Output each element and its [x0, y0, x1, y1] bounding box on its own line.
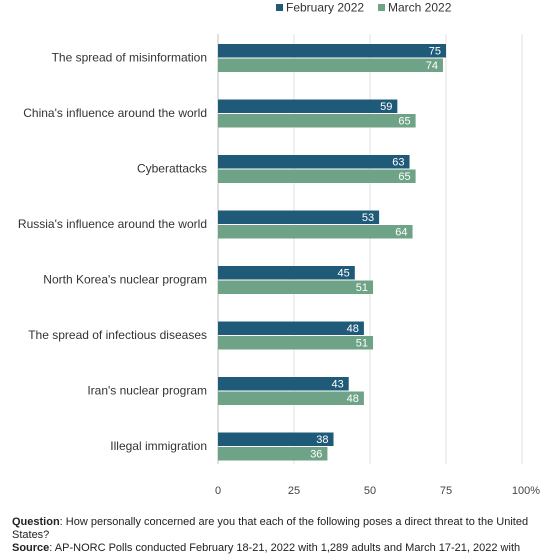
category-label: China's influence around the world [23, 106, 207, 120]
x-tick-label: 75 [440, 485, 452, 497]
bar-value-label: 43 [331, 379, 343, 391]
bar [218, 447, 328, 461]
bar [218, 377, 349, 391]
chart-bars: 75 74 59 65 63 65 53 64 45 51 48 51 43 48 38 36 [218, 44, 446, 461]
x-tick-label: 100% [512, 485, 540, 497]
legend-swatch [276, 4, 283, 11]
bar-value-label: 65 [398, 171, 410, 183]
legend-swatch [378, 4, 385, 11]
bar [218, 44, 446, 58]
bar [218, 432, 334, 446]
bar [218, 58, 443, 72]
bar [218, 155, 410, 169]
x-tick-label: 0 [215, 485, 221, 497]
x-tick-label: 50 [364, 485, 376, 497]
bar [218, 169, 416, 183]
bar [218, 99, 398, 113]
legend-label: February 2022 [286, 1, 364, 15]
chart-footnote: Question: How personally concerned are y… [12, 516, 542, 555]
category-label: North Korea's nuclear program [43, 273, 207, 287]
bar [218, 114, 416, 128]
bar-value-label: 38 [316, 434, 328, 446]
bar-value-label: 45 [338, 268, 350, 280]
bar [218, 225, 413, 239]
category-label: Russia's influence around the world [18, 217, 207, 231]
bar [218, 336, 374, 350]
source-note: Source: AP-NORC Polls conducted February… [12, 542, 542, 555]
bar-value-label: 65 [398, 116, 410, 128]
bar-value-label: 53 [362, 212, 374, 224]
category-label: Illegal immigration [110, 439, 207, 453]
x-axis-ticks: 0 25 50 75 100% [215, 485, 540, 497]
bar-value-label: 63 [392, 157, 404, 169]
question-label: Question [12, 516, 60, 528]
bar-value-label: 48 [347, 393, 359, 405]
x-tick-label: 25 [288, 485, 300, 497]
category-labels: The spread of misinformation China's infl… [18, 51, 207, 454]
source-text: : AP-NORC Polls conducted February 18-21… [49, 542, 521, 554]
bar [218, 391, 364, 405]
question-note: Question: How personally concerned are y… [12, 516, 542, 542]
bar-value-label: 36 [310, 449, 322, 461]
bar-value-label: 51 [356, 338, 368, 350]
source-label: Source [12, 542, 50, 554]
legend-label: March 2022 [388, 1, 452, 15]
bar-value-label: 75 [429, 46, 441, 58]
bar [218, 280, 374, 294]
category-label: The spread of misinformation [52, 51, 207, 65]
category-label: Cyberattacks [137, 162, 207, 176]
category-label: Iran's nuclear program [87, 384, 207, 398]
question-text: : How personally concerned are you that … [12, 516, 529, 541]
bar-value-label: 74 [426, 60, 438, 72]
bar [218, 321, 364, 335]
bar-value-label: 51 [356, 282, 368, 294]
category-label: The spread of infectious diseases [28, 328, 207, 342]
chart-legend: February 2022 March 2022 [276, 1, 452, 15]
bar-chart: February 2022 March 2022 75 74 59 65 63 65 53 64… [18, 1, 540, 498]
bar [218, 266, 355, 280]
bar-value-label: 48 [347, 323, 359, 335]
bar-value-label: 59 [380, 101, 392, 113]
bar [218, 210, 380, 224]
bar-value-label: 64 [395, 227, 407, 239]
